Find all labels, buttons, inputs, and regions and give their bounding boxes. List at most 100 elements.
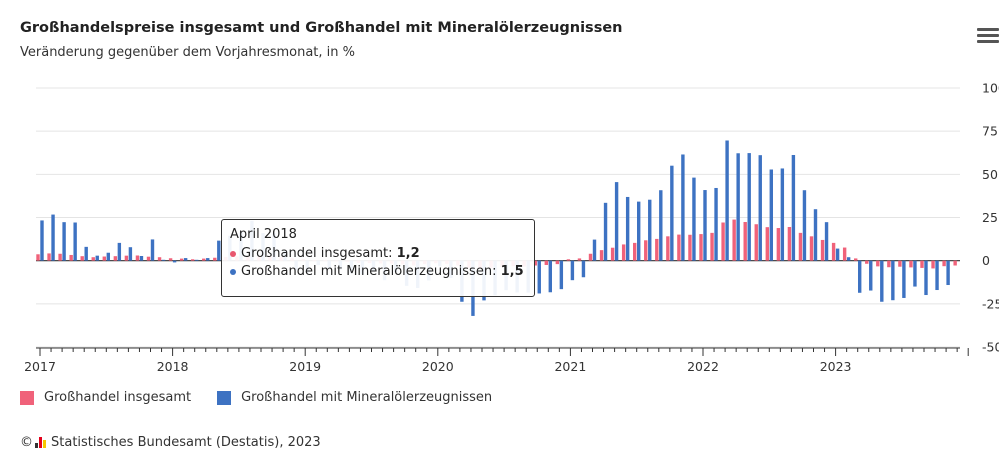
bar-mineraloel[interactable] — [217, 240, 221, 261]
bar-insgesamt[interactable] — [854, 258, 858, 261]
bar-insgesamt[interactable] — [168, 258, 173, 261]
bar-insgesamt[interactable] — [842, 247, 847, 261]
bar-mineraloel[interactable] — [95, 255, 99, 261]
bar-mineraloel[interactable] — [537, 260, 541, 294]
bar-insgesamt[interactable] — [633, 242, 637, 261]
bar-insgesamt[interactable] — [931, 260, 935, 269]
bar-mineraloel[interactable] — [559, 260, 564, 290]
bar-insgesamt[interactable] — [102, 256, 106, 261]
bar-mineraloel[interactable] — [835, 248, 840, 261]
bar-mineraloel[interactable] — [902, 260, 906, 298]
bar-mineraloel[interactable] — [846, 257, 851, 261]
bar-insgesamt[interactable] — [798, 232, 803, 261]
bar-mineraloel[interactable] — [714, 187, 718, 261]
bar-insgesamt[interactable] — [710, 232, 714, 261]
bar-insgesamt[interactable] — [898, 260, 902, 267]
bar-insgesamt[interactable] — [809, 236, 814, 261]
bar-insgesamt[interactable] — [69, 254, 73, 261]
bar-insgesamt[interactable] — [621, 244, 626, 261]
bar-mineraloel[interactable] — [161, 259, 166, 261]
bar-mineraloel[interactable] — [824, 222, 829, 261]
bar-mineraloel[interactable] — [150, 239, 155, 261]
bar-mineraloel[interactable] — [581, 260, 586, 278]
bar-insgesamt[interactable] — [191, 259, 195, 261]
bar-mineraloel[interactable] — [73, 222, 77, 261]
bar-mineraloel[interactable] — [725, 140, 729, 261]
bar-insgesamt[interactable] — [820, 239, 825, 261]
credit-text[interactable]: Statistisches Bundesamt (Destatis), 2023 — [51, 435, 321, 450]
bar-mineraloel[interactable] — [62, 222, 66, 261]
bar-mineraloel[interactable] — [603, 202, 608, 261]
legend-item-insgesamt[interactable]: Großhandel insgesamt — [20, 390, 191, 405]
bar-insgesamt[interactable] — [909, 260, 913, 268]
bar-insgesamt[interactable] — [699, 234, 703, 261]
bar-mineraloel[interactable] — [172, 260, 177, 263]
bar-insgesamt[interactable] — [831, 242, 836, 261]
bar-insgesamt[interactable] — [533, 260, 537, 266]
bar-insgesamt[interactable] — [80, 256, 84, 261]
bar-insgesamt[interactable] — [577, 258, 582, 261]
bar-mineraloel[interactable] — [703, 190, 707, 261]
bar-mineraloel[interactable] — [625, 196, 630, 261]
bar-mineraloel[interactable] — [206, 258, 210, 261]
bar-mineraloel[interactable] — [780, 168, 785, 261]
bar-insgesamt[interactable] — [655, 238, 659, 261]
bar-insgesamt[interactable] — [599, 250, 604, 261]
bar-mineraloel[interactable] — [40, 220, 44, 261]
bar-insgesamt[interactable] — [146, 256, 151, 261]
bar-mineraloel[interactable] — [802, 190, 807, 261]
bar-mineraloel[interactable] — [692, 177, 696, 261]
bar-insgesamt[interactable] — [754, 224, 758, 261]
bar-mineraloel[interactable] — [195, 259, 199, 261]
bar-mineraloel[interactable] — [614, 182, 619, 261]
bar-mineraloel[interactable] — [659, 190, 663, 261]
bar-insgesamt[interactable] — [91, 257, 95, 261]
bar-insgesamt[interactable] — [942, 260, 946, 267]
bar-insgesamt[interactable] — [213, 257, 217, 261]
bar-mineraloel[interactable] — [935, 260, 939, 291]
bar-mineraloel[interactable] — [117, 242, 122, 261]
bar-insgesamt[interactable] — [732, 219, 736, 261]
bar-mineraloel[interactable] — [924, 260, 928, 296]
bar-insgesamt[interactable] — [555, 260, 560, 265]
bar-mineraloel[interactable] — [84, 246, 88, 261]
bar-mineraloel[interactable] — [51, 214, 55, 261]
bar-mineraloel[interactable] — [891, 260, 895, 301]
bar-insgesamt[interactable] — [566, 259, 571, 261]
bar-insgesamt[interactable] — [47, 253, 51, 261]
bar-insgesamt[interactable] — [157, 257, 162, 261]
bar-insgesamt[interactable] — [865, 260, 869, 264]
bar-insgesamt[interactable] — [36, 254, 40, 261]
legend-item-mineraloel[interactable]: Großhandel mit Mineralölerzeugnissen — [217, 390, 492, 405]
bar-mineraloel[interactable] — [769, 169, 773, 261]
bar-mineraloel[interactable] — [592, 239, 597, 261]
bar-mineraloel[interactable] — [670, 165, 674, 261]
bar-insgesamt[interactable] — [135, 255, 140, 261]
bar-insgesamt[interactable] — [113, 256, 118, 261]
bar-insgesamt[interactable] — [544, 260, 548, 265]
bar-insgesamt[interactable] — [202, 258, 206, 261]
bar-mineraloel[interactable] — [548, 260, 552, 293]
bar-mineraloel[interactable] — [183, 258, 188, 261]
bar-mineraloel[interactable] — [758, 155, 762, 261]
bar-insgesamt[interactable] — [179, 258, 184, 261]
bar-mineraloel[interactable] — [128, 247, 133, 261]
bar-insgesamt[interactable] — [920, 260, 924, 268]
bar-mineraloel[interactable] — [570, 260, 575, 281]
bar-mineraloel[interactable] — [880, 260, 884, 302]
bar-insgesamt[interactable] — [677, 234, 681, 261]
bar-mineraloel[interactable] — [913, 260, 917, 287]
chart-menu-icon[interactable] — [977, 28, 999, 46]
bar-insgesamt[interactable] — [876, 260, 880, 267]
bar-mineraloel[interactable] — [946, 260, 950, 286]
bar-insgesamt[interactable] — [58, 253, 62, 261]
bar-insgesamt[interactable] — [124, 255, 129, 261]
bar-insgesamt[interactable] — [721, 222, 725, 261]
bar-insgesamt[interactable] — [666, 236, 670, 261]
bar-mineraloel[interactable] — [736, 153, 740, 261]
bar-insgesamt[interactable] — [953, 260, 957, 266]
bar-mineraloel[interactable] — [813, 209, 818, 261]
bar-mineraloel[interactable] — [747, 153, 751, 261]
bar-mineraloel[interactable] — [139, 256, 144, 261]
bar-mineraloel[interactable] — [106, 252, 110, 261]
